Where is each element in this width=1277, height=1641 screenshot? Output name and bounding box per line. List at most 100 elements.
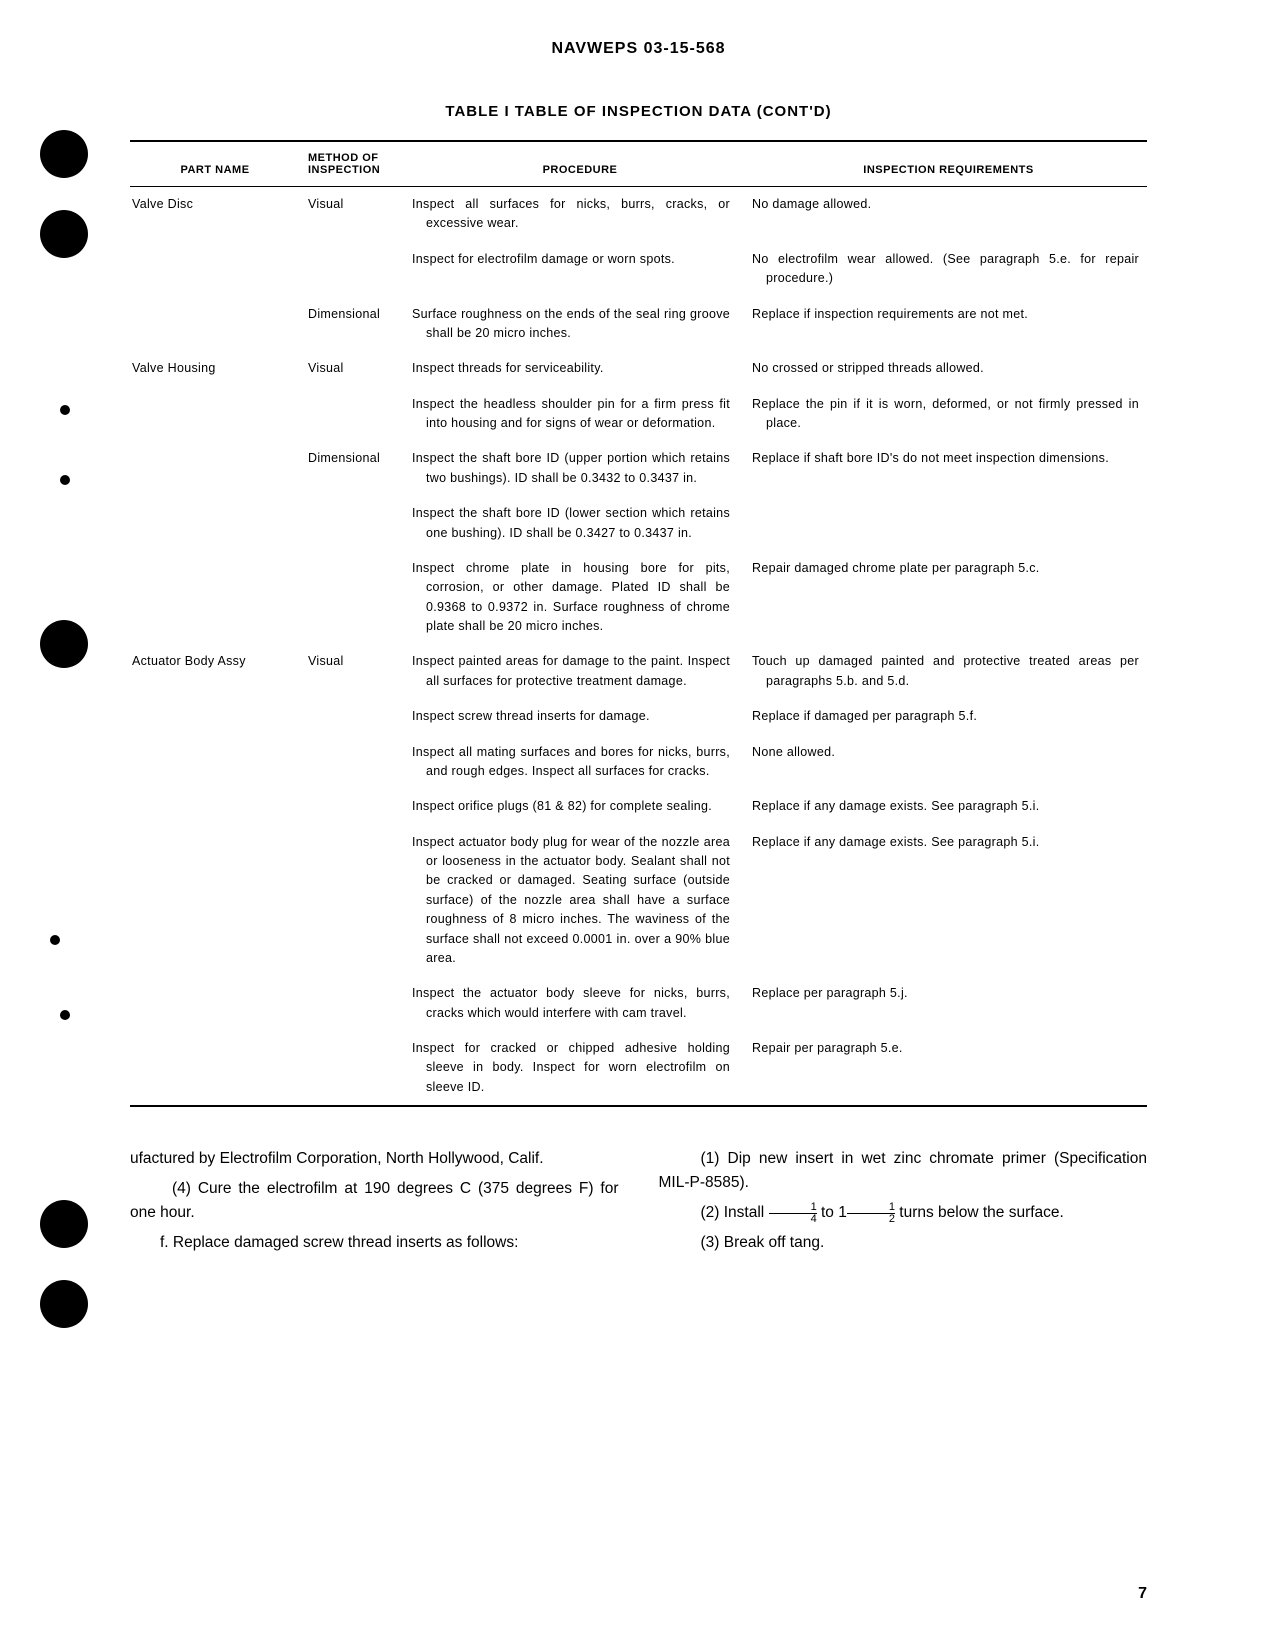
document-header: NAVWEPS 03-15-568 <box>130 40 1147 58</box>
body-text-columns: ufactured by Electrofilm Corporation, No… <box>130 1147 1147 1261</box>
cell-procedure: Inspect for cracked or chipped adhesive … <box>410 1031 750 1106</box>
right-column: (1) Dip new insert in wet zinc chromate … <box>659 1147 1148 1261</box>
cell-part: Actuator Body Assy <box>130 644 300 699</box>
punch-hole <box>40 620 88 668</box>
table-row: Dimensional Surface roughness on the end… <box>130 297 1147 352</box>
cell-part <box>130 297 300 352</box>
cell-part <box>130 789 300 824</box>
body-paragraph: ufactured by Electrofilm Corporation, No… <box>130 1147 619 1171</box>
table-row: Dimensional Inspect the shaft bore ID (u… <box>130 441 1147 496</box>
cell-method <box>300 551 410 645</box>
cell-procedure: Inspect the shaft bore ID (lower section… <box>410 496 750 551</box>
cell-procedure: Inspect painted areas for damage to the … <box>410 644 750 699</box>
cell-requirement: Replace the pin if it is worn, deformed,… <box>750 387 1147 442</box>
cell-requirement: Replace if shaft bore ID's do not meet i… <box>750 441 1147 496</box>
body-paragraph: (4) Cure the electrofilm at 190 degrees … <box>130 1177 619 1225</box>
cell-method <box>300 789 410 824</box>
cell-part <box>130 242 300 297</box>
cell-part <box>130 825 300 977</box>
cell-part <box>130 441 300 496</box>
page-number: 7 <box>1138 1585 1147 1603</box>
cell-method <box>300 825 410 977</box>
cell-procedure: Inspect for electrofilm damage or worn s… <box>410 242 750 297</box>
table-row: Inspect actuator body plug for wear of t… <box>130 825 1147 977</box>
table-row: Inspect the actuator body sleeve for nic… <box>130 976 1147 1031</box>
cell-method <box>300 242 410 297</box>
cell-requirement: No damage allowed. <box>750 187 1147 242</box>
table-title: TABLE I TABLE OF INSPECTION DATA (CONT'D… <box>130 103 1147 120</box>
col-header-requirements: INSPECTION REQUIREMENTS <box>750 141 1147 187</box>
cell-requirement: Replace if damaged per paragraph 5.f. <box>750 699 1147 734</box>
cell-requirement: Replace if any damage exists. See paragr… <box>750 825 1147 977</box>
punch-hole-small <box>50 935 60 945</box>
cell-procedure: Inspect screw thread inserts for damage. <box>410 699 750 734</box>
cell-procedure: Inspect orifice plugs (81 & 82) for comp… <box>410 789 750 824</box>
body-paragraph: (3) Break off tang. <box>659 1231 1148 1255</box>
cell-part <box>130 1031 300 1106</box>
cell-procedure: Inspect the shaft bore ID (upper portion… <box>410 441 750 496</box>
col-header-method: METHOD OF INSPECTION <box>300 141 410 187</box>
fraction-icon: 14 <box>769 1202 817 1225</box>
table-body: Valve Disc Visual Inspect all surfaces f… <box>130 187 1147 1107</box>
cell-requirement: Replace if any damage exists. See paragr… <box>750 789 1147 824</box>
cell-method <box>300 735 410 790</box>
punch-hole <box>40 1280 88 1328</box>
cell-requirement: None allowed. <box>750 735 1147 790</box>
left-column: ufactured by Electrofilm Corporation, No… <box>130 1147 619 1261</box>
cell-part <box>130 387 300 442</box>
cell-procedure: Inspect the actuator body sleeve for nic… <box>410 976 750 1031</box>
cell-method <box>300 976 410 1031</box>
cell-requirement: Repair damaged chrome plate per paragrap… <box>750 551 1147 645</box>
cell-requirement: No crossed or stripped threads allowed. <box>750 351 1147 386</box>
cell-method <box>300 496 410 551</box>
fraction-icon: 12 <box>847 1202 895 1225</box>
cell-method <box>300 1031 410 1106</box>
table-row: Inspect the headless shoulder pin for a … <box>130 387 1147 442</box>
cell-part <box>130 551 300 645</box>
table-row: Inspect all mating surfaces and bores fo… <box>130 735 1147 790</box>
inspection-data-table: PART NAME METHOD OF INSPECTION PROCEDURE… <box>130 140 1147 1107</box>
col-header-procedure: PROCEDURE <box>410 141 750 187</box>
cell-procedure: Inspect the headless shoulder pin for a … <box>410 387 750 442</box>
cell-method: Dimensional <box>300 441 410 496</box>
cell-procedure: Surface roughness on the ends of the sea… <box>410 297 750 352</box>
cell-part <box>130 496 300 551</box>
cell-procedure: Inspect chrome plate in housing bore for… <box>410 551 750 645</box>
cell-method: Visual <box>300 187 410 242</box>
cell-part <box>130 699 300 734</box>
table-row: Inspect for cracked or chipped adhesive … <box>130 1031 1147 1106</box>
cell-method: Dimensional <box>300 297 410 352</box>
table-row: Inspect orifice plugs (81 & 82) for comp… <box>130 789 1147 824</box>
cell-part: Valve Disc <box>130 187 300 242</box>
punch-hole-small <box>60 405 70 415</box>
table-row: Actuator Body Assy Visual Inspect painte… <box>130 644 1147 699</box>
cell-method: Visual <box>300 351 410 386</box>
punch-hole-small <box>60 1010 70 1020</box>
table-row: Inspect the shaft bore ID (lower section… <box>130 496 1147 551</box>
col-header-part-name: PART NAME <box>130 141 300 187</box>
cell-procedure: Inspect all mating surfaces and bores fo… <box>410 735 750 790</box>
punch-hole <box>40 1200 88 1248</box>
table-row: Valve Housing Visual Inspect threads for… <box>130 351 1147 386</box>
punch-hole <box>40 210 88 258</box>
punch-hole <box>40 130 88 178</box>
table-row: Inspect screw thread inserts for damage.… <box>130 699 1147 734</box>
cell-part <box>130 735 300 790</box>
cell-method <box>300 699 410 734</box>
table-header-row: PART NAME METHOD OF INSPECTION PROCEDURE… <box>130 141 1147 187</box>
body-paragraph: (1) Dip new insert in wet zinc chromate … <box>659 1147 1148 1195</box>
cell-requirement <box>750 496 1147 551</box>
cell-requirement: Repair per paragraph 5.e. <box>750 1031 1147 1106</box>
cell-procedure: Inspect threads for serviceability. <box>410 351 750 386</box>
table-row: Inspect for electrofilm damage or worn s… <box>130 242 1147 297</box>
body-paragraph: f. Replace damaged screw thread inserts … <box>130 1231 619 1255</box>
cell-part: Valve Housing <box>130 351 300 386</box>
cell-requirement: Replace if inspection requirements are n… <box>750 297 1147 352</box>
cell-requirement: Replace per paragraph 5.j. <box>750 976 1147 1031</box>
cell-part <box>130 976 300 1031</box>
cell-method <box>300 387 410 442</box>
cell-procedure: Inspect actuator body plug for wear of t… <box>410 825 750 977</box>
cell-procedure: Inspect all surfaces for nicks, burrs, c… <box>410 187 750 242</box>
body-paragraph: (2) Install 14 to 112 turns below the su… <box>659 1201 1148 1225</box>
cell-method: Visual <box>300 644 410 699</box>
